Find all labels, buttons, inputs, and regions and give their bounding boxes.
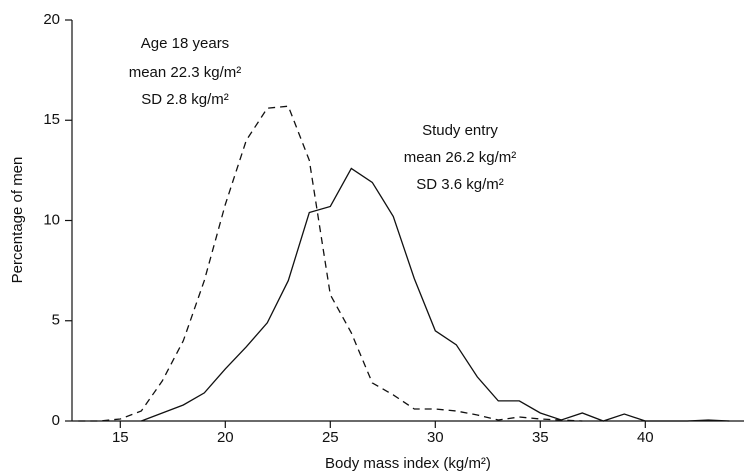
series-line xyxy=(78,105,583,422)
annotation: mean 26.2 kg/m² xyxy=(404,149,517,166)
x-tick-label: 15 xyxy=(112,429,129,446)
y-tick-label: 10 xyxy=(43,211,60,228)
x-tick-label: 40 xyxy=(637,429,654,446)
y-tick-label: 20 xyxy=(43,11,60,28)
annotation: mean 22.3 kg/m² xyxy=(129,64,242,81)
x-tick-label: 30 xyxy=(427,429,444,446)
annotation: Study entry xyxy=(422,122,498,139)
annotation: SD 2.8 kg/m² xyxy=(141,91,229,108)
y-tick-label: 15 xyxy=(43,111,60,128)
annotation: Age 18 years xyxy=(141,35,229,52)
y-axis-title: Percentage of men xyxy=(9,157,26,284)
y-tick-label: 5 xyxy=(52,312,60,329)
annotation: SD 3.6 kg/m² xyxy=(416,176,504,193)
x-tick-label: 35 xyxy=(532,429,549,446)
x-tick-label: 25 xyxy=(322,429,339,446)
y-tick-label: 0 xyxy=(52,412,60,429)
x-tick-label: 20 xyxy=(217,429,234,446)
series-line xyxy=(141,167,730,422)
x-axis-title: Body mass index (kg/m²) xyxy=(325,455,491,472)
